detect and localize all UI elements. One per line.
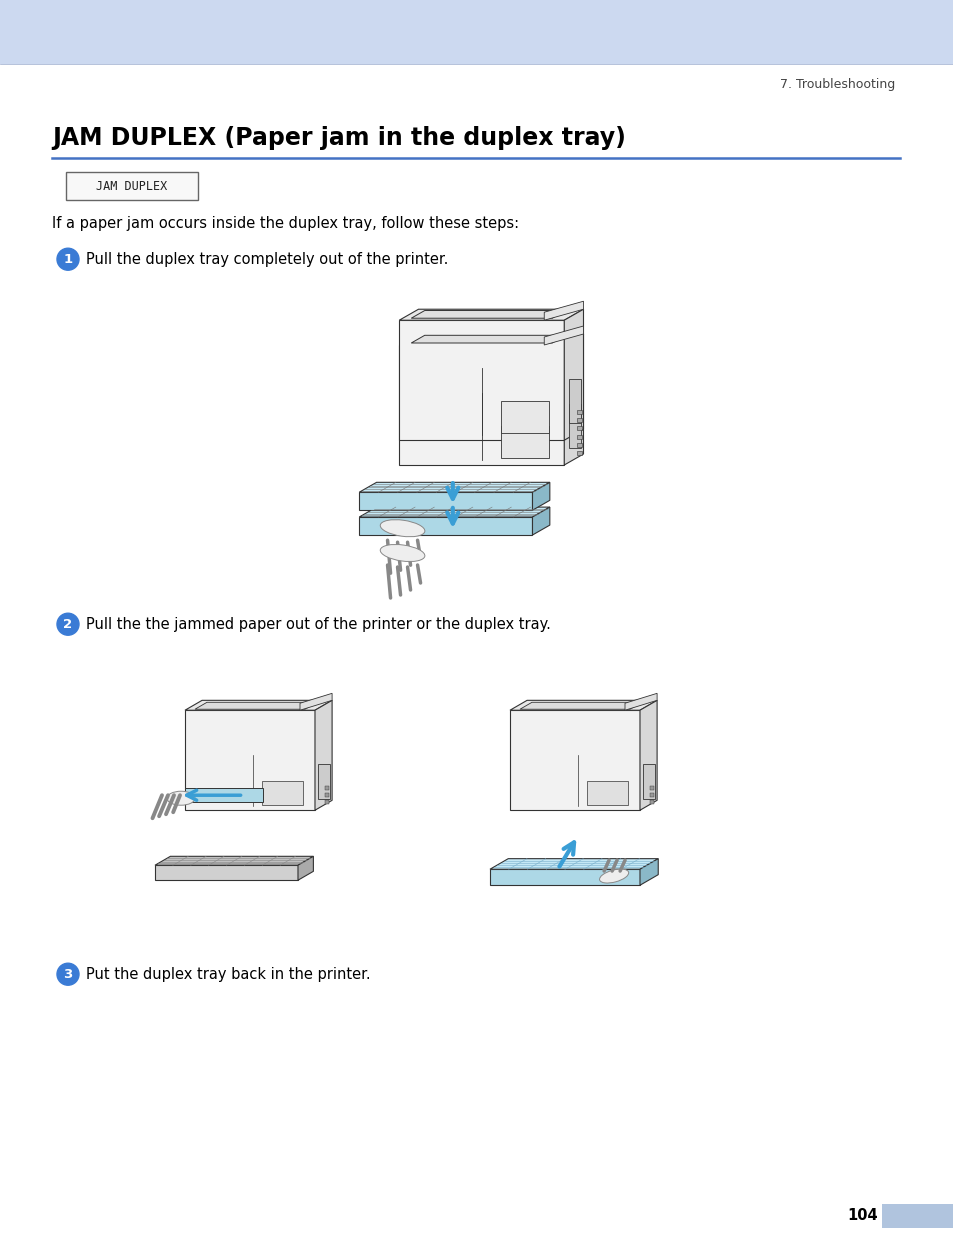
Ellipse shape (598, 869, 628, 883)
Polygon shape (185, 788, 263, 803)
Polygon shape (194, 703, 316, 709)
Polygon shape (639, 700, 657, 810)
FancyBboxPatch shape (318, 763, 330, 799)
Bar (325, 800, 329, 804)
Bar (577, 426, 581, 430)
Polygon shape (519, 703, 641, 709)
Ellipse shape (167, 792, 194, 805)
Circle shape (57, 248, 79, 270)
Bar (577, 417, 581, 422)
Text: JAM DUPLEX (Paper jam in the duplex tray): JAM DUPLEX (Paper jam in the duplex tray… (52, 126, 625, 151)
Ellipse shape (380, 520, 424, 537)
Polygon shape (399, 345, 563, 466)
FancyBboxPatch shape (586, 782, 627, 805)
Text: Put the duplex tray back in the printer.: Put the duplex tray back in the printer. (86, 967, 370, 982)
Text: If a paper jam occurs inside the duplex tray, follow these steps:: If a paper jam occurs inside the duplex … (52, 216, 518, 231)
FancyBboxPatch shape (642, 763, 654, 799)
Bar (650, 793, 654, 797)
Polygon shape (154, 856, 314, 866)
Text: 7. Troubleshooting: 7. Troubleshooting (779, 78, 894, 91)
Polygon shape (563, 309, 583, 440)
Polygon shape (490, 869, 639, 885)
Polygon shape (411, 335, 565, 343)
Polygon shape (399, 320, 563, 440)
Polygon shape (563, 333, 583, 466)
Polygon shape (359, 493, 532, 510)
Polygon shape (359, 517, 532, 535)
Polygon shape (399, 333, 583, 345)
Bar (650, 800, 654, 804)
Bar (325, 793, 329, 797)
Polygon shape (543, 326, 583, 345)
Polygon shape (185, 700, 332, 710)
Circle shape (57, 963, 79, 986)
Polygon shape (532, 508, 549, 535)
Polygon shape (185, 710, 314, 810)
Text: 3: 3 (63, 968, 72, 981)
Text: Pull the duplex tray completely out of the printer.: Pull the duplex tray completely out of t… (86, 252, 448, 267)
Bar (577, 443, 581, 447)
Polygon shape (490, 858, 658, 869)
Polygon shape (399, 309, 583, 320)
Circle shape (57, 614, 79, 635)
Polygon shape (510, 710, 639, 810)
Polygon shape (299, 693, 332, 710)
FancyBboxPatch shape (262, 782, 303, 805)
Polygon shape (532, 483, 549, 510)
FancyBboxPatch shape (568, 379, 580, 422)
Bar (577, 435, 581, 438)
Ellipse shape (380, 545, 424, 562)
Polygon shape (359, 508, 549, 517)
Bar (325, 787, 329, 789)
Polygon shape (543, 301, 583, 320)
Text: 1: 1 (63, 253, 72, 266)
Polygon shape (624, 693, 657, 710)
Text: 104: 104 (846, 1209, 877, 1224)
Polygon shape (154, 866, 297, 881)
Polygon shape (359, 483, 549, 493)
Text: JAM DUPLEX: JAM DUPLEX (96, 180, 168, 193)
Text: Pull the the jammed paper out of the printer or the duplex tray.: Pull the the jammed paper out of the pri… (86, 616, 550, 632)
Polygon shape (411, 310, 565, 319)
Bar (577, 410, 581, 414)
FancyBboxPatch shape (500, 401, 548, 433)
FancyBboxPatch shape (500, 426, 548, 458)
FancyBboxPatch shape (0, 0, 953, 64)
Bar (882, 1204, 953, 1228)
Text: 2: 2 (63, 618, 72, 631)
Bar (650, 787, 654, 789)
Polygon shape (639, 858, 658, 885)
Polygon shape (314, 700, 332, 810)
FancyBboxPatch shape (66, 172, 198, 200)
Polygon shape (510, 700, 657, 710)
FancyBboxPatch shape (568, 404, 580, 448)
Polygon shape (297, 856, 314, 881)
Bar (577, 451, 581, 454)
